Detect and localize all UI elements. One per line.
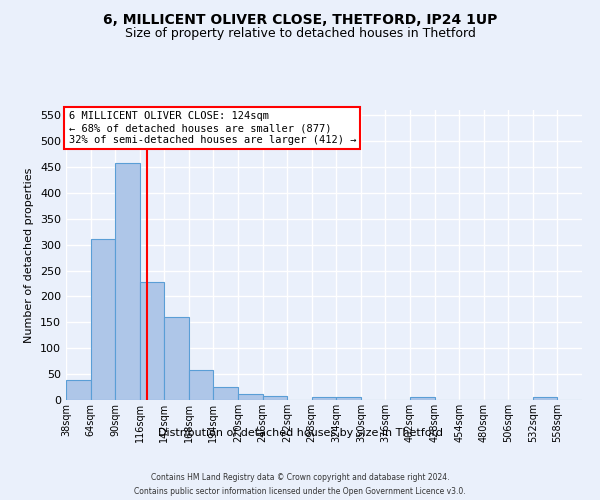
Bar <box>189 370 214 400</box>
Text: Contains HM Land Registry data © Crown copyright and database right 2024.: Contains HM Land Registry data © Crown c… <box>151 472 449 482</box>
Text: 6 MILLICENT OLIVER CLOSE: 124sqm
← 68% of detached houses are smaller (877)
32% : 6 MILLICENT OLIVER CLOSE: 124sqm ← 68% o… <box>68 112 356 144</box>
Text: Distribution of detached houses by size in Thetford: Distribution of detached houses by size … <box>157 428 443 438</box>
Text: 6, MILLICENT OLIVER CLOSE, THETFORD, IP24 1UP: 6, MILLICENT OLIVER CLOSE, THETFORD, IP2… <box>103 12 497 26</box>
Text: Size of property relative to detached houses in Thetford: Size of property relative to detached ho… <box>125 28 475 40</box>
Bar <box>238 394 263 400</box>
Bar <box>140 282 164 400</box>
Bar <box>164 316 189 400</box>
Bar <box>263 396 287 400</box>
Bar <box>115 164 140 400</box>
Bar <box>66 380 91 400</box>
Bar <box>533 398 557 400</box>
Bar <box>91 239 115 400</box>
Bar <box>312 398 336 400</box>
Bar <box>214 387 238 400</box>
Text: Contains public sector information licensed under the Open Government Licence v3: Contains public sector information licen… <box>134 488 466 496</box>
Bar <box>336 397 361 400</box>
Y-axis label: Number of detached properties: Number of detached properties <box>25 168 34 342</box>
Bar <box>410 398 434 400</box>
